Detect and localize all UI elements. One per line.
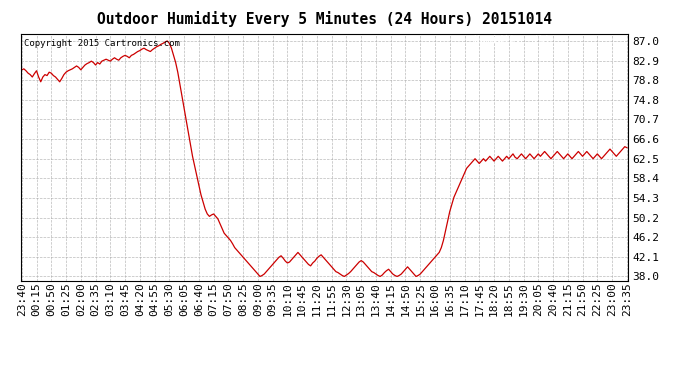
Title: Outdoor Humidity Every 5 Minutes (24 Hours) 20151014: Outdoor Humidity Every 5 Minutes (24 Hou… [97, 12, 552, 27]
Text: Copyright 2015 Cartronics.com: Copyright 2015 Cartronics.com [23, 39, 179, 48]
